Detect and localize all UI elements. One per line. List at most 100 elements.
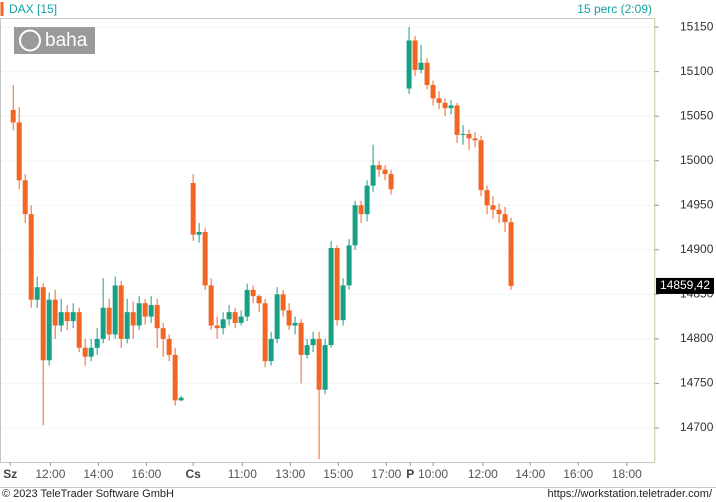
last-price-label: 14859,42 xyxy=(660,278,710,292)
candle-body xyxy=(46,299,52,361)
candle-body xyxy=(286,310,292,326)
logo-text: baha xyxy=(45,30,88,51)
candle-body xyxy=(268,338,274,362)
candle-body xyxy=(172,354,178,401)
x-tick-label: P xyxy=(406,467,414,481)
candle-body xyxy=(148,305,154,317)
y-tick-label: 14900 xyxy=(680,242,714,256)
candle-body xyxy=(358,205,364,215)
candle-body xyxy=(412,40,418,70)
candle-body xyxy=(280,294,286,311)
x-tick-label: 18:00 xyxy=(612,467,642,481)
candle-body xyxy=(88,347,94,357)
candle-body xyxy=(340,285,346,321)
candle-body xyxy=(442,102,448,109)
candle-body xyxy=(94,338,100,348)
candle-body xyxy=(274,294,280,339)
x-tick-label: 14:00 xyxy=(515,467,545,481)
candle-body xyxy=(352,205,358,246)
candle-body xyxy=(502,214,508,223)
x-tick-label: 10:00 xyxy=(418,467,448,481)
candle-body xyxy=(70,312,76,322)
candle-body xyxy=(82,347,88,357)
candle-body xyxy=(124,312,130,339)
candle-body xyxy=(100,307,106,339)
candle-body xyxy=(208,285,214,326)
candle-body xyxy=(460,133,466,135)
candle-body xyxy=(472,138,478,141)
candle-body xyxy=(316,338,322,390)
candle-body xyxy=(478,140,484,191)
candle-body xyxy=(496,209,502,215)
candle-body xyxy=(64,312,70,322)
last-price-box xyxy=(656,277,714,294)
footer-left: © 2023 TeleTrader Software GmbH xyxy=(2,488,174,500)
candle-body xyxy=(466,133,472,139)
candle-body xyxy=(484,190,490,206)
candle-body xyxy=(22,180,28,215)
candle-body xyxy=(154,305,160,329)
y-tick-label: 15000 xyxy=(680,153,714,167)
candle-body xyxy=(244,289,250,317)
logo-icon xyxy=(19,29,41,52)
candle-body xyxy=(142,303,148,317)
candle-body xyxy=(454,105,460,135)
y-tick-label: 15150 xyxy=(680,19,714,33)
candle-body xyxy=(364,185,370,215)
x-tick-label: 13:00 xyxy=(275,467,305,481)
candle-body xyxy=(214,325,220,329)
footer-right: https://workstation.teletrader.com/ xyxy=(548,488,713,500)
candle-body xyxy=(202,231,208,286)
y-tick-label: 14800 xyxy=(680,331,714,345)
y-tick-label: 14750 xyxy=(680,376,714,390)
candle-body xyxy=(196,231,202,235)
candle-body xyxy=(112,285,118,335)
candle-body xyxy=(160,328,166,339)
candle-body xyxy=(40,287,46,361)
candle-body xyxy=(52,299,58,326)
x-tick-label: Cs xyxy=(185,467,201,481)
chart-subtitle: 15 perc (2:09) xyxy=(577,2,652,16)
candle-body xyxy=(322,345,328,390)
candle-body xyxy=(292,322,298,326)
candle-body xyxy=(130,312,136,326)
candle-body xyxy=(436,98,442,103)
y-tick-label: 15050 xyxy=(680,108,714,122)
y-tick-label: 15100 xyxy=(680,64,714,78)
candle-body xyxy=(106,307,112,335)
candle-body xyxy=(76,312,82,348)
candle-body xyxy=(256,296,262,304)
symbol-marker xyxy=(0,2,4,16)
candle-body xyxy=(382,169,388,175)
candle-body xyxy=(310,338,316,346)
chart-title: DAX [15] xyxy=(9,2,57,16)
candle-body xyxy=(304,345,310,355)
x-tick-label: 14:00 xyxy=(83,467,113,481)
candle-body xyxy=(262,303,268,362)
candle-body xyxy=(16,122,22,181)
candle-body xyxy=(226,312,232,320)
candle-body xyxy=(370,165,376,186)
candle-body xyxy=(418,62,424,70)
candle-body xyxy=(424,62,430,85)
logo: baha xyxy=(14,27,95,54)
candle-body xyxy=(376,165,382,170)
candle-body xyxy=(298,322,304,355)
x-tick-label: Sz xyxy=(3,467,17,481)
candle-body xyxy=(58,312,64,326)
candle-body xyxy=(346,245,352,286)
candle-body xyxy=(334,248,340,321)
candle-body xyxy=(220,319,226,329)
x-tick-label: 12:00 xyxy=(35,467,65,481)
candle-body xyxy=(490,205,496,210)
candle-body xyxy=(232,312,238,323)
candle-body xyxy=(166,338,172,355)
y-tick-label: 14700 xyxy=(680,420,714,434)
candle-body xyxy=(508,222,514,286)
candle-body xyxy=(34,287,40,300)
x-tick-label: 15:00 xyxy=(323,467,353,481)
candle-body xyxy=(136,303,142,326)
y-tick-label: 14950 xyxy=(680,197,714,211)
